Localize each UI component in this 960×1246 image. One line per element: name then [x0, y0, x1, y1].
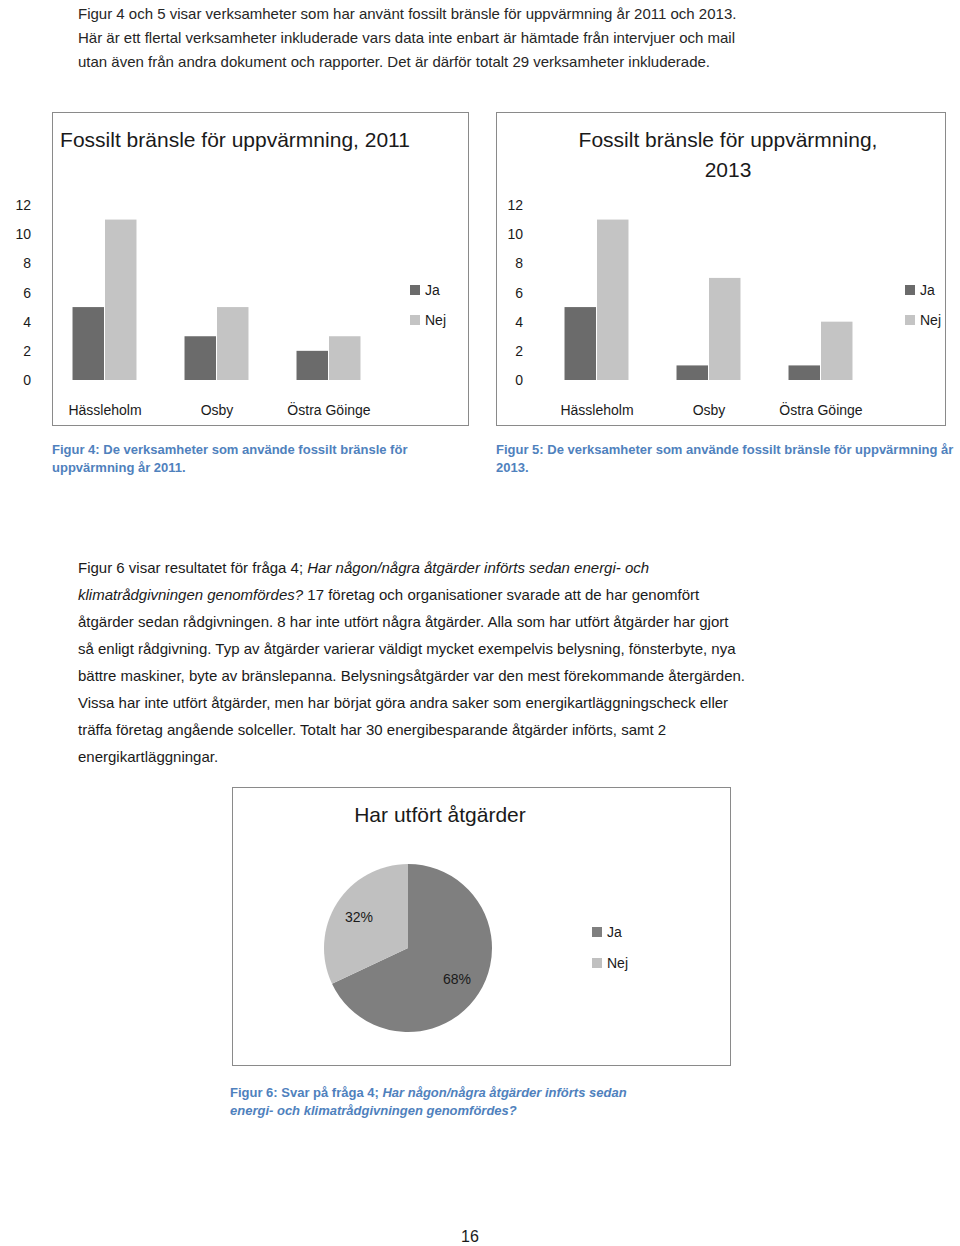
text-segment: klimatrådgivningen genomfördes? — [78, 586, 303, 603]
y-tick-label: 8 — [23, 255, 31, 271]
page: { "intro": { "lines": [ [{"text": "Figur… — [0, 0, 960, 1246]
text-segment: Figur 5: De verksamheter som använde fos… — [496, 442, 953, 475]
text-segment: åtgärder sedan rådgivningen. 8 har inte … — [78, 613, 728, 630]
legend-label: Nej — [920, 312, 941, 328]
bar — [789, 365, 820, 380]
legend-swatch — [592, 958, 602, 968]
y-tick-label: 2 — [23, 343, 31, 359]
y-tick-label: 12 — [15, 197, 31, 213]
text-segment: utan även från andra dokument och rappor… — [78, 53, 710, 70]
figure-caption: Figur 5: De verksamheter som använde fos… — [496, 441, 958, 477]
text-segment: bättre maskiner, byte av bränslepanna. B… — [78, 667, 745, 684]
legend-label: Ja — [920, 282, 935, 298]
x-tick-label: Östra Göinge — [779, 401, 862, 418]
chart-frame — [53, 113, 469, 426]
bar — [709, 278, 740, 380]
x-tick-label: Osby — [693, 402, 726, 418]
data-label: 32% — [345, 909, 373, 925]
y-tick-label: 2 — [515, 343, 523, 359]
chart-frame — [497, 113, 946, 426]
text-segment: Figur 6 visar resultatet för fråga 4; — [78, 559, 307, 576]
y-tick-label: 0 — [515, 372, 523, 388]
legend-swatch — [410, 315, 420, 325]
legend-label: Nej — [607, 955, 628, 971]
text-segment: så enligt rådgivning. Typ av åtgärder va… — [78, 640, 736, 657]
bar — [217, 307, 248, 380]
text-segment: Figur 6: Svar på fråga 4; — [230, 1085, 382, 1100]
legend-swatch — [592, 927, 602, 937]
y-tick-label: 10 — [507, 226, 523, 242]
text-line: så enligt rådgivning. Typ av åtgärder va… — [78, 635, 736, 662]
figure-caption: Figur 6: Svar på fråga 4; Har någon/någr… — [230, 1084, 660, 1120]
y-tick-label: 4 — [515, 314, 523, 330]
legend-swatch — [905, 315, 915, 325]
text-line: Figur 4 och 5 visar verksamheter som har… — [78, 2, 736, 26]
bars — [73, 220, 361, 380]
legend-swatch — [905, 285, 915, 295]
bar — [821, 322, 852, 380]
y-tick-label: 6 — [23, 285, 31, 301]
x-tick-label: Östra Göinge — [287, 401, 370, 418]
pie-slice — [324, 864, 408, 984]
text-segment: Har någon/några åtgärder införts sedan e… — [307, 559, 649, 576]
text-line: träffa företag angående solceller. Total… — [78, 716, 666, 743]
figure-caption: Figur 4: De verksamheter som använde fos… — [52, 441, 472, 477]
bar — [73, 307, 104, 380]
bar — [565, 307, 596, 380]
bar — [677, 365, 708, 380]
text-segment: Här är ett flertal verksamheter inkluder… — [78, 29, 735, 46]
chart-title: Fossilt bränsle för uppvärmning, 2011 — [60, 125, 410, 155]
data-label: 68% — [443, 971, 471, 987]
bar — [329, 336, 360, 380]
legend-label: Ja — [425, 282, 440, 298]
text-line: utan även från andra dokument och rappor… — [78, 50, 710, 74]
bar — [597, 220, 628, 380]
x-tick-label: Osby — [201, 402, 234, 418]
text-line: Här är ett flertal verksamheter inkluder… — [78, 26, 735, 50]
y-tick-label: 12 — [507, 197, 523, 213]
x-tick-label: Hässleholm — [68, 402, 141, 418]
legend-label: Ja — [607, 924, 622, 940]
chart-title: Fossilt bränsle för uppvärmning, 2013 — [553, 125, 903, 185]
y-tick-label: 10 — [15, 226, 31, 242]
text-segment: Figur 4: De verksamheter som använde fos… — [52, 442, 407, 475]
text-line: Figur 6 visar resultatet för fråga 4; Ha… — [78, 554, 649, 581]
y-tick-label: 8 — [515, 255, 523, 271]
bars — [565, 220, 853, 380]
bar — [105, 220, 136, 380]
chart-title: Har utfört åtgärder — [240, 800, 640, 830]
chart-frame — [233, 788, 731, 1066]
text-segment: Figur 4 och 5 visar verksamheter som har… — [78, 5, 736, 22]
page-number: 16 — [430, 1228, 510, 1246]
text-line: bättre maskiner, byte av bränslepanna. B… — [78, 662, 745, 689]
text-line: åtgärder sedan rådgivningen. 8 har inte … — [78, 608, 728, 635]
text-line: energikartläggningar. — [78, 743, 218, 770]
y-tick-label: 0 — [23, 372, 31, 388]
text-segment: 17 företag och organisationer svarade at… — [303, 586, 699, 603]
text-segment: träffa företag angående solceller. Total… — [78, 721, 666, 738]
text-line: klimatrådgivningen genomfördes? 17 föret… — [78, 581, 699, 608]
bar — [297, 351, 328, 380]
pie — [324, 864, 492, 1032]
text-segment: Vissa har inte utfört åtgärder, men har … — [78, 694, 728, 711]
legend-swatch — [410, 285, 420, 295]
x-tick-label: Hässleholm — [560, 402, 633, 418]
y-tick-label: 4 — [23, 314, 31, 330]
text-segment: energikartläggningar. — [78, 748, 218, 765]
bar — [185, 336, 216, 380]
legend-label: Nej — [425, 312, 446, 328]
y-tick-label: 6 — [515, 285, 523, 301]
page-texts: Figur 4 och 5 visar verksamheter som har… — [0, 0, 960, 1246]
text-line: Vissa har inte utfört åtgärder, men har … — [78, 689, 728, 716]
